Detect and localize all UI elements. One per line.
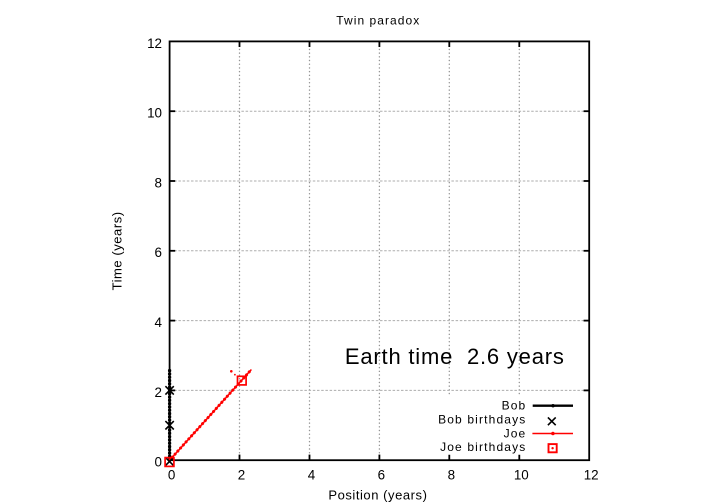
svg-text:4: 4 <box>308 467 316 482</box>
svg-text:6: 6 <box>378 467 385 482</box>
svg-text:10: 10 <box>514 467 529 482</box>
svg-text:8: 8 <box>448 467 455 482</box>
svg-text:0: 0 <box>168 467 175 482</box>
svg-text:4: 4 <box>155 315 163 330</box>
svg-text:12: 12 <box>147 36 162 51</box>
svg-text:10: 10 <box>147 106 162 121</box>
svg-text:Joe: Joe <box>504 426 527 440</box>
svg-text:2: 2 <box>155 385 162 400</box>
svg-text:6: 6 <box>155 245 162 260</box>
svg-text:12: 12 <box>584 467 599 482</box>
svg-text:Joe birthdays: Joe birthdays <box>440 440 526 454</box>
svg-text:Bob: Bob <box>502 399 527 413</box>
svg-text:Bob birthdays: Bob birthdays <box>438 412 526 426</box>
svg-text:2: 2 <box>238 467 245 482</box>
svg-text:Position (years): Position (years) <box>328 488 427 503</box>
svg-text:Earth time 2.6 years: Earth time 2.6 years <box>345 344 565 369</box>
svg-text:Twin paradox: Twin paradox <box>336 14 420 28</box>
svg-text:Time (years): Time (years) <box>109 211 124 290</box>
svg-text:8: 8 <box>155 175 162 190</box>
svg-text:0: 0 <box>155 455 162 470</box>
